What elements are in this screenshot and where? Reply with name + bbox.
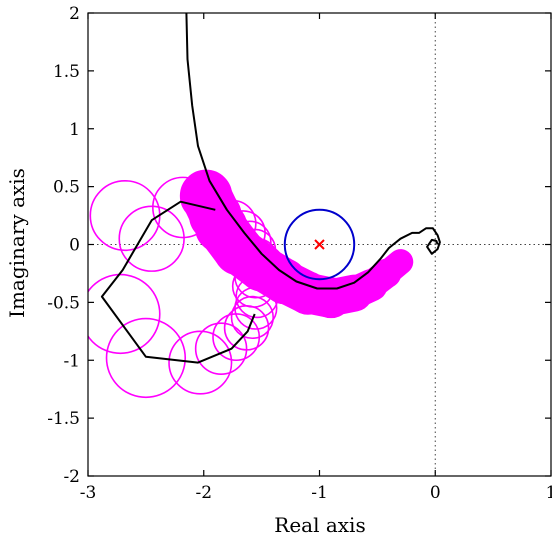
- y-tick-label: -0.5: [47, 293, 80, 313]
- y-tick-label: -2: [63, 467, 80, 487]
- x-tick-label: -3: [80, 483, 97, 503]
- y-tick-label: 0: [69, 236, 80, 256]
- x-tick-label: 0: [430, 483, 441, 503]
- x-tick-label: 1: [546, 483, 552, 503]
- y-tick-label: -1: [63, 351, 80, 371]
- x-tick-label: -2: [195, 483, 212, 503]
- y-tick-label: 2: [69, 4, 80, 24]
- y-tick-label: 1: [69, 120, 80, 140]
- y-tick-label: -1.5: [47, 409, 80, 429]
- y-axis-label: Imaginary axis: [5, 168, 29, 318]
- uncertainty-band-segment: [387, 262, 401, 274]
- x-tick-label: -1: [311, 483, 328, 503]
- y-tick-label: 1.5: [53, 62, 80, 82]
- y-tick-label: 0.5: [53, 178, 80, 198]
- x-axis-label: Real axis: [274, 513, 365, 537]
